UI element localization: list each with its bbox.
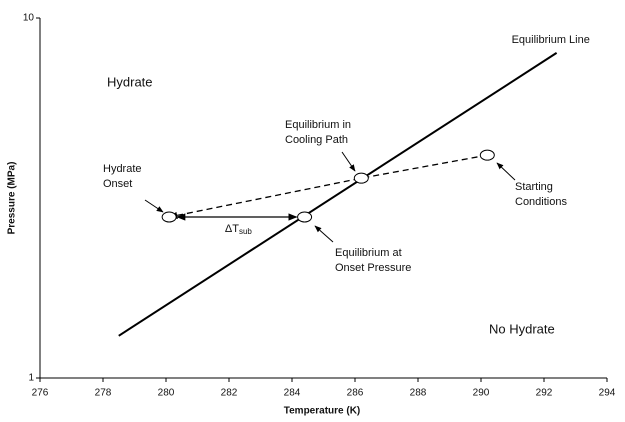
y-tick-label: 10 <box>23 13 35 24</box>
x-tick-label: 294 <box>599 388 616 399</box>
subcooling-label: ΔTsub <box>225 223 253 236</box>
annotation: Equilibrium in <box>285 119 351 131</box>
state-point <box>297 211 313 223</box>
x-tick-label: 288 <box>410 388 427 399</box>
annotation-arrow <box>341 151 356 172</box>
x-tick-label: 276 <box>32 388 49 399</box>
x-tick-label: 282 <box>221 388 238 399</box>
annotation: Starting <box>515 181 553 193</box>
x-tick-label: 284 <box>284 388 301 399</box>
annotation-arrow <box>496 162 516 181</box>
x-tick-label: 292 <box>536 388 553 399</box>
delta-t-sub: sub <box>239 227 252 236</box>
x-tick-label: 290 <box>473 388 490 399</box>
y-axis-label: Pressure (MPa) <box>7 162 18 235</box>
y-tick-label: 1 <box>28 373 34 384</box>
state-point <box>161 211 177 223</box>
x-axis-label: Temperature (K) <box>284 406 361 417</box>
annotation: Onset <box>103 178 132 190</box>
x-tick-label: 278 <box>95 388 112 399</box>
series-label: Equilibrium Line <box>512 34 590 46</box>
delta-t: ΔT <box>225 223 239 235</box>
cooling-path <box>168 154 488 219</box>
equilibrium-line <box>118 52 558 337</box>
region-label: No Hydrate <box>489 321 555 336</box>
annotation: Onset Pressure <box>335 262 411 274</box>
state-point <box>479 149 495 161</box>
annotation-arrow <box>314 225 334 243</box>
annotation-arrow <box>144 199 164 213</box>
x-tick-label: 280 <box>158 388 175 399</box>
region-label: Hydrate <box>107 74 153 89</box>
state-point <box>353 172 369 184</box>
annotation: Cooling Path <box>285 134 348 146</box>
x-tick-label: 286 <box>347 388 364 399</box>
annotation: Hydrate <box>103 163 142 175</box>
annotation: Equilibrium at <box>335 247 402 259</box>
annotation: Conditions <box>515 196 567 208</box>
